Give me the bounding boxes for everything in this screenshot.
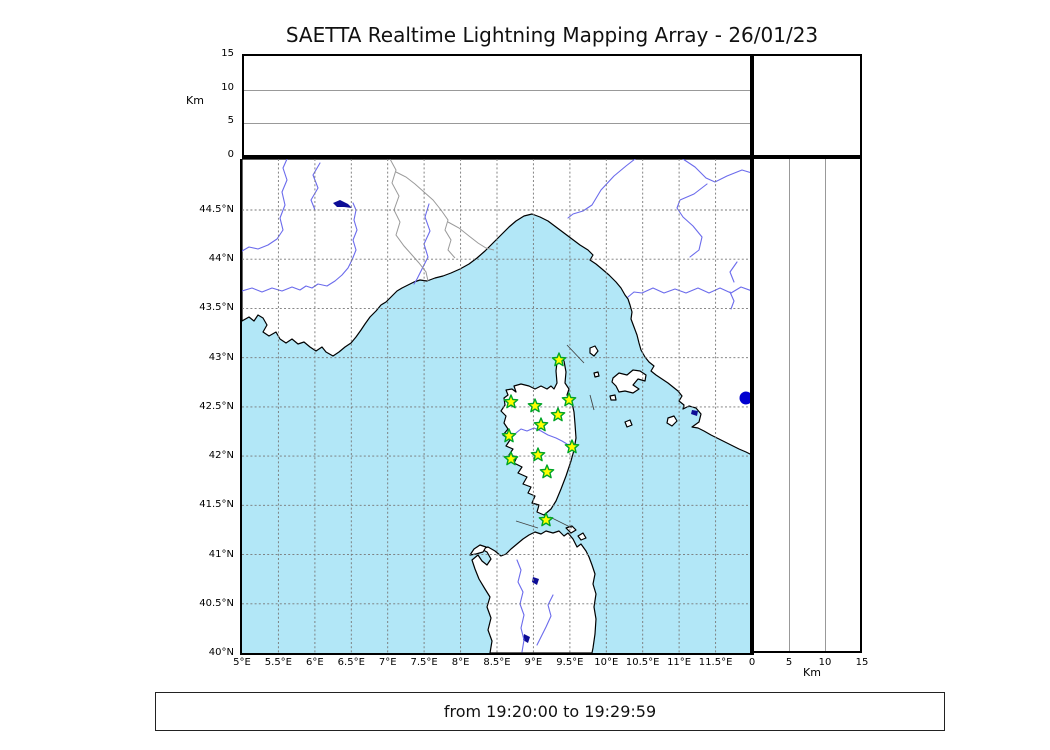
latitude-tick-label: 44.5°N [199, 204, 234, 215]
altitude-longitude-panel [242, 54, 750, 155]
altitude-gridline-5km [244, 123, 750, 125]
altitude-tick-label: 5 [227, 115, 234, 126]
river-golo [515, 427, 568, 445]
altitude-tick-label: 0 [227, 149, 234, 160]
river-po-2 [682, 159, 750, 183]
longitude-tick-label: 7.5°E [410, 657, 438, 668]
latitude-tick-label: 41°N [208, 548, 234, 560]
km-unit-label-top: Km [186, 94, 204, 107]
axis-divider-vertical [750, 54, 754, 655]
longitude-tick-label: 10°E [594, 657, 619, 668]
line-ne-corsica [566, 344, 585, 364]
capraia-island [589, 345, 599, 357]
river-hook [729, 261, 738, 283]
latitude-tick-label: 42°N [208, 450, 234, 462]
river-var [413, 203, 431, 285]
river-tributary [310, 162, 321, 211]
border-france-italy [389, 159, 429, 282]
line-e-corsica [589, 394, 595, 411]
rivers [242, 159, 750, 653]
time-range-text: from 19:20:00 to 19:29:59 [443, 702, 657, 721]
altitude-tick-label: 5 [785, 657, 793, 668]
longitude-tick-label: 9.5°E [556, 657, 584, 668]
altitude-latitude-panel [754, 159, 862, 653]
altitude-gridline-5km [788, 159, 790, 651]
line-bonifacio-w [515, 520, 539, 529]
lake-serre-poncon [333, 200, 352, 208]
sardinia [471, 530, 597, 653]
montecristo-island [624, 419, 633, 428]
asinara-island [469, 544, 487, 556]
graticule [242, 159, 750, 653]
map-artifact-lines [515, 344, 595, 529]
map [240, 159, 750, 655]
river-po-1 [567, 159, 636, 219]
lakes [333, 200, 698, 643]
altitude-gridline-10km [825, 159, 827, 651]
longitude-tick-label: 5.5°E [264, 657, 293, 668]
lagoon-orbetello [691, 410, 698, 416]
latitude-tick-label: 41.5°N [199, 499, 234, 511]
river-po-3 [676, 183, 708, 258]
latitude-tick-label: 40°N [208, 647, 234, 658]
latitude-tick-label: 40.5°N [199, 597, 234, 609]
longitude-tick-label: 5°E [233, 657, 251, 668]
longitude-tick-label: 10.5°E [625, 657, 660, 668]
corsica [500, 356, 577, 516]
altitude-tick-label: 15 [221, 48, 234, 59]
latitude-tick-label: 43°N [208, 351, 234, 363]
longitude-tick-label: 6°E [306, 657, 324, 668]
longitude-tick-label: 11°E [667, 657, 692, 668]
altitude-tick-label: 10 [818, 657, 832, 668]
lightning-source [739, 391, 750, 405]
latitude-tick-label: 42.5°N [199, 400, 234, 412]
altitude-tick-label: 10 [221, 82, 234, 93]
longitude-tick-label: 8.5°E [483, 657, 511, 668]
longitude-tick-label: 8°E [451, 657, 470, 668]
page-title: SAETTA Realtime Lightning Mapping Array … [285, 23, 819, 47]
lightning-dot [739, 391, 750, 405]
river-durance [242, 202, 358, 293]
river-arno-branch [729, 291, 735, 310]
longitude-tick-label: 11.5°E [698, 657, 733, 668]
landmasses [242, 159, 750, 653]
river-sardinia-2 [536, 594, 554, 646]
axis-divider-horizontal [242, 155, 862, 159]
maddalena-island-2 [577, 532, 587, 541]
altitude-tick-label: 15 [855, 657, 869, 668]
pianosa-island [609, 394, 617, 401]
elba-island [611, 369, 647, 394]
corner-panel [754, 54, 862, 155]
line-bonifacio-e [549, 516, 573, 529]
longitude-tick-label: 9°E [524, 657, 543, 668]
latitude-tick-label: 43.5°N [199, 302, 234, 314]
lake-sardinia-2 [523, 634, 530, 643]
giglio-island [666, 415, 678, 427]
latitude-tick-label: 44°N [208, 253, 234, 265]
km-unit-label-right: Km [803, 666, 821, 679]
altitude-tick-label: 0 [748, 657, 756, 668]
time-range-bar: from 19:20:00 to 19:29:59 [155, 692, 945, 731]
gorgona-island [593, 371, 600, 378]
altitude-gridline-10km [244, 89, 750, 91]
mainland-coast [242, 159, 750, 455]
longitude-tick-label: 6.5°E [337, 657, 365, 668]
river-rhone [242, 159, 288, 252]
border-region-2 [447, 221, 495, 251]
longitude-tick-label: 7°E [378, 657, 397, 668]
